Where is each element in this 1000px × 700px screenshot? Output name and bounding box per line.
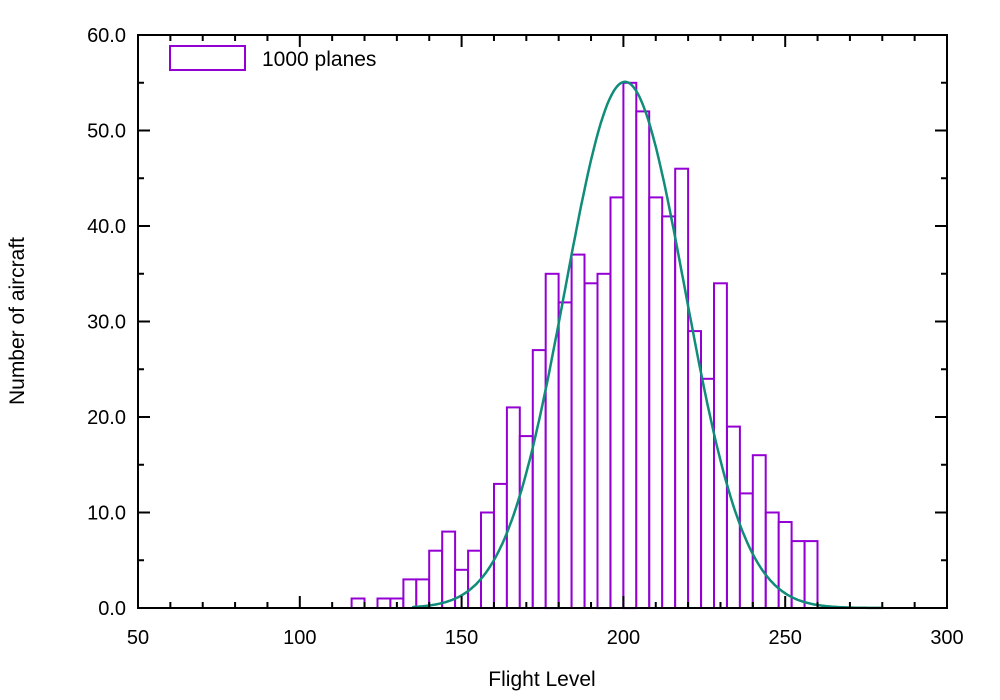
- histogram-bar: [402, 578, 418, 610]
- axis-ticks: [137, 34, 948, 609]
- histogram-bar: [480, 511, 495, 609]
- y-axis-title: Number of aircraft: [6, 237, 29, 405]
- legend-entry-label: 1000 planes: [262, 48, 376, 71]
- histogram-bar: [518, 435, 534, 609]
- y-tick-label: 60.0: [87, 25, 126, 47]
- histogram-bar: [751, 454, 767, 610]
- histogram-bar: [674, 167, 690, 609]
- histogram-bar: [635, 110, 651, 610]
- histogram-bar: [415, 578, 431, 610]
- histogram-bar: [648, 196, 664, 609]
- histogram-bar: [570, 253, 586, 609]
- histogram-bar: [764, 511, 780, 609]
- gaussian-fit-curve: [411, 80, 884, 610]
- histogram-bar: [583, 282, 599, 609]
- histogram-bar: [557, 301, 573, 609]
- histogram-bar: [609, 196, 625, 609]
- x-tick-label: 150: [445, 627, 478, 649]
- x-tick-label: 300: [930, 627, 963, 649]
- histogram-bar: [687, 330, 702, 609]
- histogram-bar: [441, 530, 457, 609]
- y-tick-label: 0.0: [98, 598, 126, 620]
- histogram-bar: [376, 597, 392, 609]
- histogram-bar: [505, 406, 521, 609]
- y-tick-label: 30.0: [87, 312, 126, 334]
- histogram-bar: [622, 81, 638, 610]
- y-tick-label: 40.0: [87, 216, 126, 238]
- fit-curve-path: [411, 80, 884, 610]
- histogram-bar: [661, 215, 677, 609]
- histogram-bar: [700, 377, 715, 609]
- histogram-bar: [350, 597, 366, 609]
- legend: 1000 planes: [169, 45, 376, 71]
- x-tick-label: 250: [769, 627, 802, 649]
- y-tick-label: 50.0: [87, 121, 126, 143]
- histogram-bar: [428, 549, 444, 610]
- y-tick-label: 10.0: [87, 503, 126, 525]
- legend-swatch-box: [169, 45, 246, 71]
- y-tick-label: 20.0: [87, 407, 126, 429]
- x-axis-title: Flight Level: [488, 668, 595, 691]
- x-tick-label: 50: [127, 627, 149, 649]
- histogram-bars: [350, 81, 819, 610]
- histogram-bar: [544, 272, 560, 610]
- axis-tick-labels: 50 100 150 200 250 300 0.0 10.0 20.0 30.0 40.0 50.0…: [87, 25, 964, 649]
- histogram-bar: [531, 349, 547, 609]
- x-tick-label: 100: [283, 627, 316, 649]
- histogram-bar: [803, 540, 819, 609]
- x-tick-label: 200: [607, 627, 640, 649]
- histogram-bar: [596, 272, 612, 610]
